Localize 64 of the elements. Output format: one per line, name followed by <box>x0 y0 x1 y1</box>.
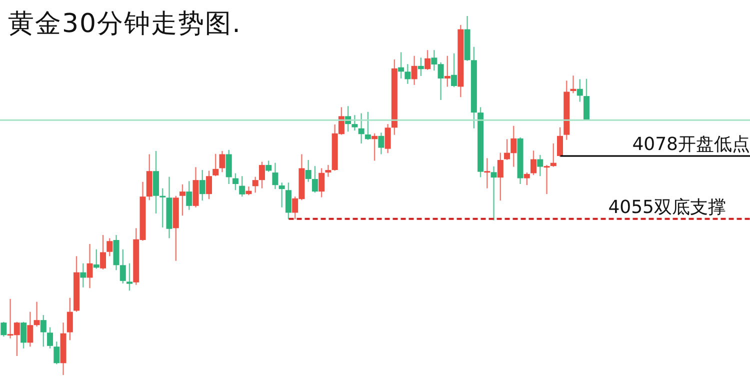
candlestick <box>358 112 364 144</box>
candlestick <box>398 52 404 80</box>
ref-line-label: 4078开盘低点 <box>632 134 750 156</box>
candlestick <box>54 341 60 365</box>
candlestick <box>0 321 7 338</box>
candlestick <box>232 172 238 191</box>
candlestick <box>20 321 27 350</box>
candlestick <box>364 111 371 140</box>
candlestick <box>27 311 34 348</box>
candlestick <box>66 297 73 341</box>
candlestick <box>497 152 504 202</box>
candlestick <box>524 172 530 186</box>
candlestick <box>576 78 583 102</box>
candlestick <box>206 170 212 200</box>
candlestick <box>272 162 278 190</box>
candlestick <box>258 161 265 189</box>
candlestick <box>411 55 418 86</box>
candlestick <box>378 132 384 155</box>
candlestick <box>120 248 126 284</box>
candlestick <box>80 262 86 288</box>
candlestick <box>490 166 497 221</box>
candlestick <box>305 159 312 182</box>
candlestick <box>510 125 517 168</box>
candlestick <box>34 301 40 328</box>
candlestick <box>179 184 186 216</box>
candlestick <box>252 176 258 194</box>
candlestick <box>372 132 378 162</box>
candlestick <box>325 164 332 178</box>
candlestick <box>160 188 166 228</box>
candlestick <box>186 180 192 210</box>
candlestick <box>451 52 458 88</box>
candlestick <box>384 123 391 154</box>
candlestick <box>504 138 510 161</box>
candlestick <box>239 176 246 198</box>
candlestick <box>484 158 490 189</box>
candlestick <box>530 150 537 176</box>
candlestick <box>544 164 550 195</box>
candlestick <box>93 248 100 270</box>
candlestick <box>219 150 226 173</box>
candlestick <box>126 262 132 292</box>
candlestick <box>40 314 46 348</box>
ref-line-label: 4055双底支撑 <box>608 196 726 218</box>
candlestick <box>212 153 219 177</box>
candlestick <box>86 243 93 289</box>
candlestick <box>266 160 272 172</box>
candlestick <box>424 50 431 70</box>
candlestick <box>570 74 576 94</box>
candlestick <box>278 182 285 208</box>
candlestick <box>199 169 206 202</box>
candlestick <box>444 55 450 88</box>
candlestick <box>226 149 232 185</box>
candlestick <box>47 326 54 350</box>
candlestick <box>318 168 325 198</box>
candlestick <box>285 182 292 220</box>
candlestick <box>418 57 424 77</box>
candlestick <box>404 64 411 84</box>
candlestick <box>106 238 113 257</box>
candlestick <box>312 165 318 194</box>
candlestick <box>100 234 106 270</box>
chart-title: 黄金30分钟走势图. <box>8 8 242 41</box>
candlestick <box>537 154 544 177</box>
candlestick <box>557 126 564 158</box>
candlestick <box>352 114 358 132</box>
candlestick <box>550 142 556 168</box>
